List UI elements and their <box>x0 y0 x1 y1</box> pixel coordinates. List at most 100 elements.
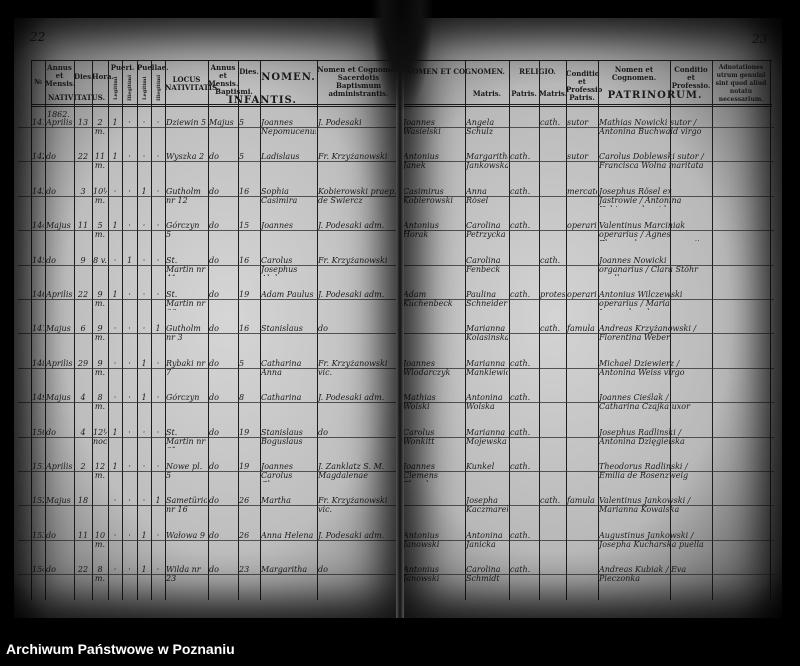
cell-bmonth: do <box>209 152 219 162</box>
row-rule <box>18 299 402 300</box>
cell-locus: Gutholm nr 12 <box>166 186 201 205</box>
cell-hour: 10 m. <box>94 530 106 549</box>
row-rule <box>402 574 774 576</box>
cell-month: Aprilis <box>46 118 73 127</box>
cell-sacerdos: do <box>318 565 328 575</box>
row-rule <box>18 264 402 266</box>
cell-day: 4 <box>80 427 86 437</box>
cell-patrini: Valentinus Jankowski / Marianna Kowalska <box>599 496 691 515</box>
cell-sacerdos: Fr. Krzyżanowski vic. <box>318 496 388 515</box>
cell-pater: Carolus Wonkitt <box>403 427 435 446</box>
cell-no: 153. <box>32 530 44 540</box>
cell-fi: · <box>156 530 160 540</box>
cell-pi: · <box>128 565 131 575</box>
cell-mater: Marianna Mojewska <box>466 427 507 446</box>
cell-month: Majus <box>46 324 71 334</box>
cell-locus: Wałowa 9 <box>166 530 205 540</box>
cell-fi: · <box>156 565 160 575</box>
cell-hour: 9 m. <box>94 324 106 343</box>
cell-fi: · <box>156 118 160 127</box>
cell-patrini: Josephus Radlinski / Antonina Dzięgielsk… <box>599 427 685 446</box>
cell-pl: 1 <box>112 221 118 231</box>
cell-fi: · <box>156 393 160 403</box>
row-rule <box>402 367 774 369</box>
cell-hour: 8 v. <box>93 255 107 265</box>
header-rule <box>402 104 772 105</box>
cell-bday: 19 <box>239 462 250 471</box>
cell-pi: · <box>128 290 131 299</box>
cell-no: 142. <box>32 152 44 162</box>
cell-locus: Wyszka 2 <box>166 152 205 162</box>
row-rule <box>402 436 774 438</box>
column-rule <box>165 60 166 600</box>
cell-fl: 1 <box>141 530 147 540</box>
row-rule <box>402 127 774 128</box>
cell-pi: · <box>128 462 131 471</box>
cell-rm: cath. <box>540 324 561 334</box>
cell-sacerdos: J. Podesaki adm. <box>318 290 385 299</box>
cell-bmonth: do <box>209 290 219 299</box>
cell-fi: · <box>156 462 160 471</box>
cell-pater: Mathias Wolski <box>403 393 436 412</box>
header-rule <box>402 60 772 61</box>
header-religio: RELIGIO. <box>519 67 556 76</box>
cell-no: 143. <box>32 186 44 196</box>
row-rule <box>18 367 402 369</box>
cell-locus: St. Martin nr 41 <box>166 255 206 276</box>
cell-mater: Antonina Janicka <box>466 530 503 549</box>
cell-pater: Antonius Janowski <box>403 530 440 549</box>
cell-pl: · <box>113 496 117 506</box>
row-rule <box>18 230 402 232</box>
cell-mater: Josepha Kaczmarek <box>466 496 508 515</box>
cell-bmonth: do <box>209 186 219 196</box>
cell-pater: Joannes Wasielski <box>403 118 441 136</box>
cell-hour: 11 m. <box>94 152 106 171</box>
cell-no: 147. <box>32 324 44 334</box>
cell-fi: · <box>156 358 160 368</box>
cell-pater: Joannes Wlodarczyk <box>403 358 451 377</box>
cell-rp: cath. <box>510 290 531 299</box>
cell-day: 29 <box>77 358 89 368</box>
header-patrinorum: PATRINORUM. <box>607 90 703 101</box>
cell-rm: cath. <box>540 255 561 265</box>
cell-pl: 1 <box>112 427 118 437</box>
page-number: 23 <box>752 32 768 46</box>
cell-locus: Sametürion nr 16 <box>166 496 207 515</box>
cell-no: 144. <box>32 221 44 231</box>
cell-bday: 16 <box>239 186 250 196</box>
cell-pater: Adam Kuchenbeck <box>403 290 453 308</box>
cell-cond: mercator <box>567 186 597 196</box>
cell-cond: famula <box>567 324 595 334</box>
footer: Archiwum Państwowe w Poznaniu <box>0 636 800 666</box>
cell-day: 3 <box>80 186 86 196</box>
cell-fi: · <box>156 221 160 231</box>
header-infantis: INFANTIS. <box>228 95 297 106</box>
cell-mater: Margaritha Jankowska <box>466 152 508 171</box>
cell-bday: 16 <box>239 324 250 334</box>
column-rule <box>45 60 46 600</box>
cell-fl: · <box>142 152 146 162</box>
cell-patrini: Michael Dziewierz / Antonina Weiss virgo <box>599 358 685 377</box>
cell-no: 148. <box>32 358 44 368</box>
cell-no: 154. <box>32 565 44 575</box>
cell-hour: 12½ noct. <box>93 427 107 446</box>
cell-patrini: Josephus Rösel ex Jastrowie / Antonina K… <box>599 186 682 207</box>
cell-day: 4 <box>80 393 86 403</box>
cell-bday: 16 <box>239 255 250 265</box>
cell-patrini: Joannes Nowicki organarius / Clara Stöhr… <box>599 255 698 276</box>
column-rule <box>92 60 93 600</box>
cell-sacerdos: J. Podesaki adm. <box>318 393 385 403</box>
cell-day: 13 <box>77 118 89 127</box>
cell-bmonth: do <box>209 255 219 265</box>
cell-bday: 5 <box>239 118 245 127</box>
header-nomen: NOMEN. <box>261 72 316 83</box>
cell-cond: sutor <box>567 118 589 127</box>
header-matris: Matris. <box>472 89 502 98</box>
cell-bday: 23 <box>239 565 250 575</box>
cell-nomen: Catharina Anna <box>261 358 302 377</box>
cell-sacerdos: Fr. Krzyżanowski <box>318 255 388 265</box>
cell-sacerdos: Kobierowski praep. de Swiercz <box>318 186 397 205</box>
cell-mater: Kunkel <box>466 462 495 471</box>
cell-fi: · <box>156 152 160 162</box>
cell-bday: 5 <box>239 152 245 162</box>
